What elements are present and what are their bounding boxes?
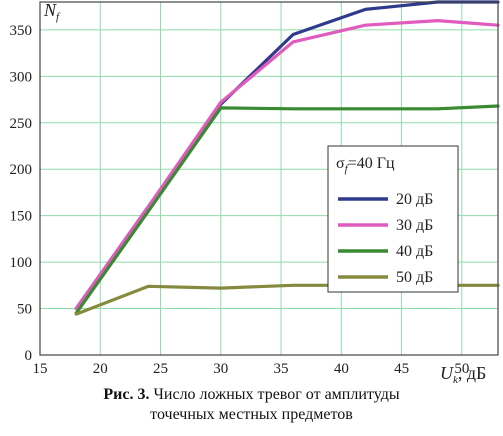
x-tick-label: 35 [274, 361, 289, 377]
y-axis-label: Nf [43, 0, 61, 23]
legend-label-3: 40 дБ [396, 243, 433, 260]
y-tick-label: 350 [10, 23, 33, 39]
x-tick-label: 20 [93, 361, 108, 377]
legend-title-main: σ [336, 155, 345, 172]
plot-frame [39, 1, 499, 356]
legend-label-4: 50 дБ [396, 269, 433, 286]
legend-box [327, 145, 459, 293]
x-axis-label-sub: k [453, 374, 459, 386]
legend-title: σf=40 Гц [336, 155, 395, 175]
series-line-3 [74, 104, 500, 315]
x-axis-label: Uk, дБ [440, 363, 486, 386]
x-tick-label: 30 [213, 361, 228, 377]
y-tick-label: 50 [17, 302, 32, 318]
series-line-2 [74, 19, 500, 311]
figure-caption-line-2: точечных местных предметов [150, 406, 353, 423]
tick-labels: 15 20 25 30 35 40 45 50 0 50 100 150 200 250 300 350 [10, 23, 470, 377]
y-tick-label: 250 [10, 116, 33, 132]
caption-figure-number: Рис. 3. [103, 386, 150, 403]
y-axis-label-main: N [43, 0, 57, 20]
y-tick-label: 0 [25, 348, 33, 364]
x-axis-label-main: U [440, 363, 454, 383]
x-tick-label: 45 [394, 361, 409, 377]
y-axis-label-sub: f [56, 11, 61, 23]
x-tick-label: 25 [153, 361, 168, 377]
y-tick-label: 150 [10, 209, 33, 225]
chart: 15 20 25 30 35 40 45 50 0 50 100 150 200 250 300 350 Nf… [9, 0, 500, 386]
x-tick-label: 40 [334, 361, 349, 377]
caption-text-1: Число ложных тревог от амплитуды [149, 386, 400, 403]
figure-caption-line-1: Рис. 3. Число ложных тревог от амплитуды [0, 386, 503, 404]
legend-items: 20 дБ 30 дБ 40 дБ 50 дБ [338, 191, 433, 286]
legend-label-1: 20 дБ [396, 191, 433, 208]
y-tick-label: 200 [10, 162, 33, 178]
legend-title-rest: =40 Гц [348, 155, 395, 172]
legend-title-sub: f [345, 163, 350, 175]
x-axis-label-unit: , дБ [458, 363, 487, 383]
legend: σf=40 Гц 20 дБ 30 дБ 40 дБ 50 дБ [327, 145, 459, 293]
x-tick-label: 15 [33, 361, 48, 377]
y-tick-label: 100 [10, 255, 33, 271]
legend-label-2: 30 дБ [396, 217, 433, 234]
y-tick-label: 300 [10, 69, 33, 85]
x-tick-label: 50 [454, 361, 469, 377]
